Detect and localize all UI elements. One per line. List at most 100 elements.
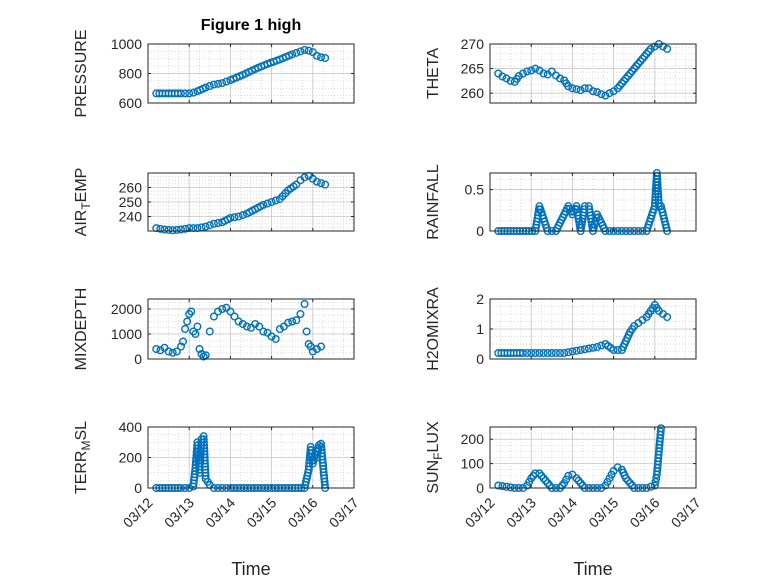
- x-axis-label: Time: [573, 559, 612, 579]
- data-point: [317, 342, 326, 351]
- data-point: [568, 347, 577, 356]
- data-point: [255, 322, 264, 331]
- y-tick-label: 0: [134, 480, 142, 496]
- axes-box: [489, 43, 697, 104]
- data-point: [181, 325, 190, 334]
- data-point: [300, 45, 309, 54]
- data-point: [523, 349, 532, 358]
- axes-box: [489, 426, 697, 489]
- data-point: [267, 332, 276, 341]
- data-point: [205, 221, 214, 230]
- data-point: [502, 74, 511, 83]
- data-point: [218, 305, 227, 314]
- y-tick-label: 250: [119, 194, 143, 210]
- data-point: [613, 463, 622, 472]
- data-point: [650, 481, 659, 490]
- data-point: [312, 345, 321, 354]
- data-point: [568, 84, 577, 93]
- data-point: [259, 327, 268, 336]
- y-tick-label: 260: [461, 85, 485, 101]
- y-tick-label: 600: [119, 95, 143, 111]
- y-tick-label: 1: [476, 321, 484, 337]
- y-tick-label: 400: [119, 419, 143, 435]
- data-point: [518, 69, 527, 78]
- data-point: [650, 42, 659, 51]
- data-point: [152, 345, 161, 354]
- data-point: [539, 69, 548, 78]
- x-tick-label: 03/15: [585, 494, 621, 530]
- data-point: [205, 327, 214, 336]
- data-point: [646, 44, 655, 53]
- data-point: [300, 173, 309, 182]
- data-point: [531, 64, 540, 73]
- x-tick-label: 03/13: [503, 494, 539, 530]
- data-point: [176, 89, 185, 98]
- data-series: [494, 424, 665, 493]
- data-point: [230, 213, 239, 222]
- data-point: [663, 313, 672, 322]
- y-axis-label: TERRMSL: [73, 421, 93, 494]
- data-point: [576, 346, 585, 355]
- x-tick-label: 03/17: [668, 494, 704, 530]
- data-point: [518, 349, 527, 358]
- subplot-rainfall: 0 0.5 RAINFALL: [425, 164, 697, 240]
- data-point: [238, 211, 247, 220]
- data-point: [656, 424, 665, 433]
- data-point: [304, 46, 313, 55]
- data-point: [209, 312, 218, 321]
- data-series: [152, 300, 326, 361]
- y-axis-label: SUNFLUX: [425, 421, 445, 494]
- data-point: [267, 197, 276, 206]
- data-point: [160, 225, 169, 234]
- subplot-pressure: 600 800 1000 PRESSURE Figure 1 high: [73, 17, 355, 118]
- data-point: [296, 47, 305, 56]
- data-point: [164, 347, 173, 356]
- data-point: [209, 80, 218, 89]
- subplot-mixdepth: 0 1000 2000 MIXDEPTH: [73, 288, 355, 371]
- data-point: [242, 322, 251, 331]
- subplot-h2omixra: 0 1 2 H2OMIXRA: [425, 287, 697, 371]
- data-point: [543, 349, 552, 358]
- data-point: [502, 482, 511, 491]
- y-axis-label: MIXDEPTH: [73, 288, 90, 371]
- y-tick-label: 0: [476, 480, 484, 496]
- data-point: [535, 349, 544, 358]
- data-point: [168, 348, 177, 357]
- data-point: [539, 349, 548, 358]
- data-point: [156, 346, 165, 355]
- x-tick-label: 03/16: [284, 494, 320, 530]
- data-point: [547, 67, 556, 76]
- subplot-theta: 260 265 270 THETA: [425, 36, 697, 104]
- minor-grid: [147, 299, 355, 360]
- data-point: [523, 67, 532, 76]
- data-point: [226, 213, 235, 222]
- data-point: [191, 330, 200, 339]
- y-tick-label: 1000: [111, 326, 142, 342]
- data-point: [292, 180, 301, 189]
- data-point: [205, 82, 214, 91]
- y-axis-label: AIRTEMP: [73, 168, 93, 237]
- data-point: [498, 72, 507, 81]
- data-point: [547, 349, 556, 358]
- data-point: [312, 51, 321, 60]
- data-point: [183, 317, 192, 326]
- data-point: [222, 77, 231, 86]
- data-point: [214, 79, 223, 88]
- data-series: [152, 171, 330, 235]
- data-point: [263, 199, 272, 208]
- x-axis-label: Time: [231, 559, 270, 579]
- data-point: [288, 317, 297, 326]
- data-series: [494, 40, 672, 100]
- data-point: [164, 225, 173, 234]
- data-point: [201, 83, 210, 92]
- data-point: [580, 84, 589, 93]
- data-point: [214, 219, 223, 228]
- data-point: [589, 87, 598, 96]
- minor-grid: [489, 426, 697, 489]
- data-point: [564, 348, 573, 357]
- data-point: [556, 349, 565, 358]
- data-point: [292, 316, 301, 325]
- data-point: [187, 307, 196, 316]
- y-tick-label: 240: [119, 209, 143, 225]
